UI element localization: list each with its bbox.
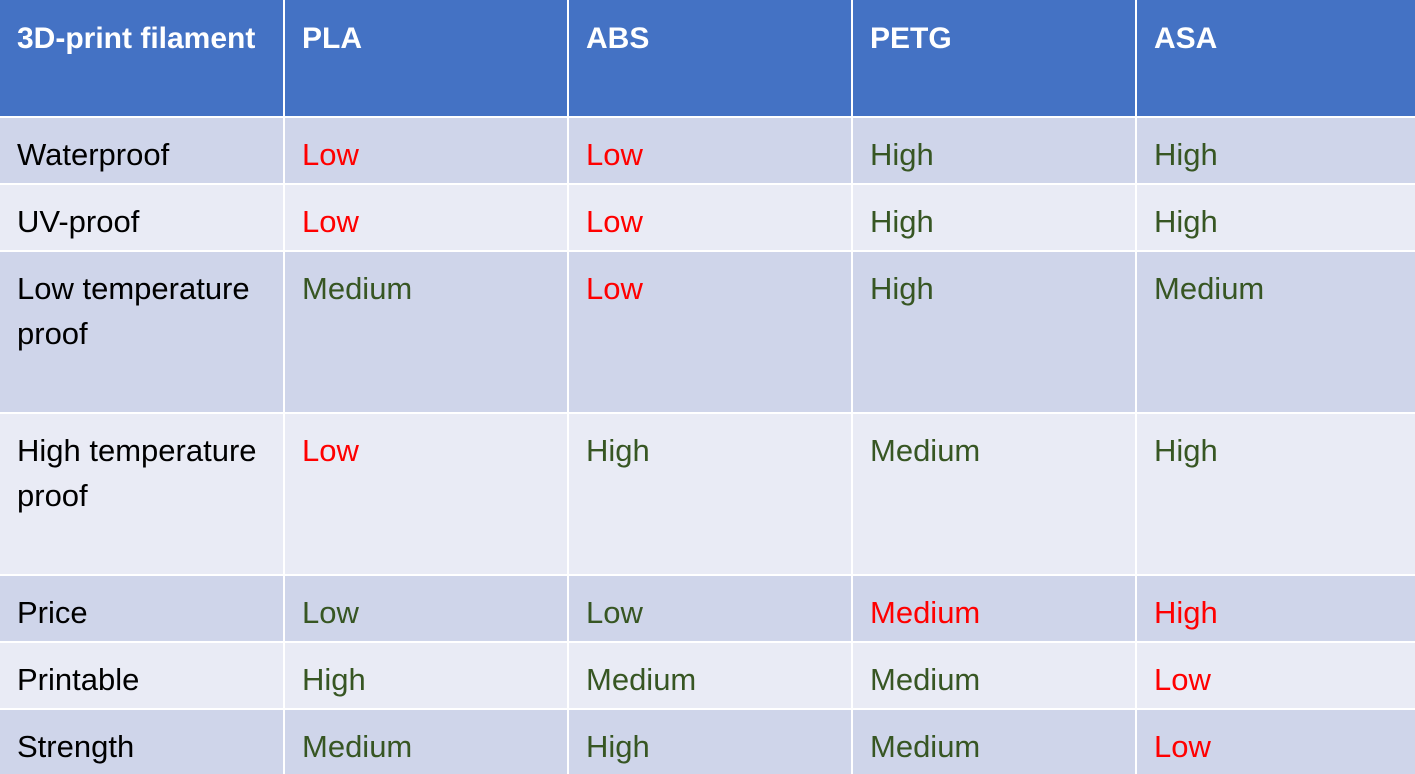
table-cell: Medium (853, 710, 1135, 774)
table-cell: Low (1137, 710, 1415, 774)
table-cell: High (1137, 185, 1415, 250)
table-cell: Low (1137, 643, 1415, 708)
table-cell: Medium (853, 414, 1135, 574)
table-cell: High (1137, 576, 1415, 641)
table-cell: Medium (853, 576, 1135, 641)
table-cell: High (1137, 414, 1415, 574)
header-cell-abs: ABS (569, 0, 851, 116)
table-cell: Low (569, 185, 851, 250)
table-cell: High (285, 643, 567, 708)
table-cell: High (569, 414, 851, 574)
row-label: Price (0, 576, 283, 641)
table-cell: Medium (285, 252, 567, 412)
row-label: Strength (0, 710, 283, 774)
table-cell: Low (569, 576, 851, 641)
table-cell: Low (285, 118, 567, 183)
table-cell: High (853, 252, 1135, 412)
row-label: UV-proof (0, 185, 283, 250)
row-label: High temperature proof (0, 414, 283, 574)
table-cell: High (569, 710, 851, 774)
table-cell: Low (285, 576, 567, 641)
table-cell: Medium (285, 710, 567, 774)
header-cell-pla: PLA (285, 0, 567, 116)
row-label: Printable (0, 643, 283, 708)
table-cell: High (853, 185, 1135, 250)
table-cell: Low (285, 185, 567, 250)
header-cell-asa: ASA (1137, 0, 1415, 116)
row-label: Waterproof (0, 118, 283, 183)
table-cell: Low (569, 252, 851, 412)
table-cell: High (853, 118, 1135, 183)
table-cell: Medium (1137, 252, 1415, 412)
header-cell-filament: 3D-print filament (0, 0, 283, 116)
table-cell: High (1137, 118, 1415, 183)
row-label: Low temperature proof (0, 252, 283, 412)
table-cell: Low (569, 118, 851, 183)
table-cell: Medium (853, 643, 1135, 708)
header-cell-petg: PETG (853, 0, 1135, 116)
table-cell: Medium (569, 643, 851, 708)
table-cell: Low (285, 414, 567, 574)
